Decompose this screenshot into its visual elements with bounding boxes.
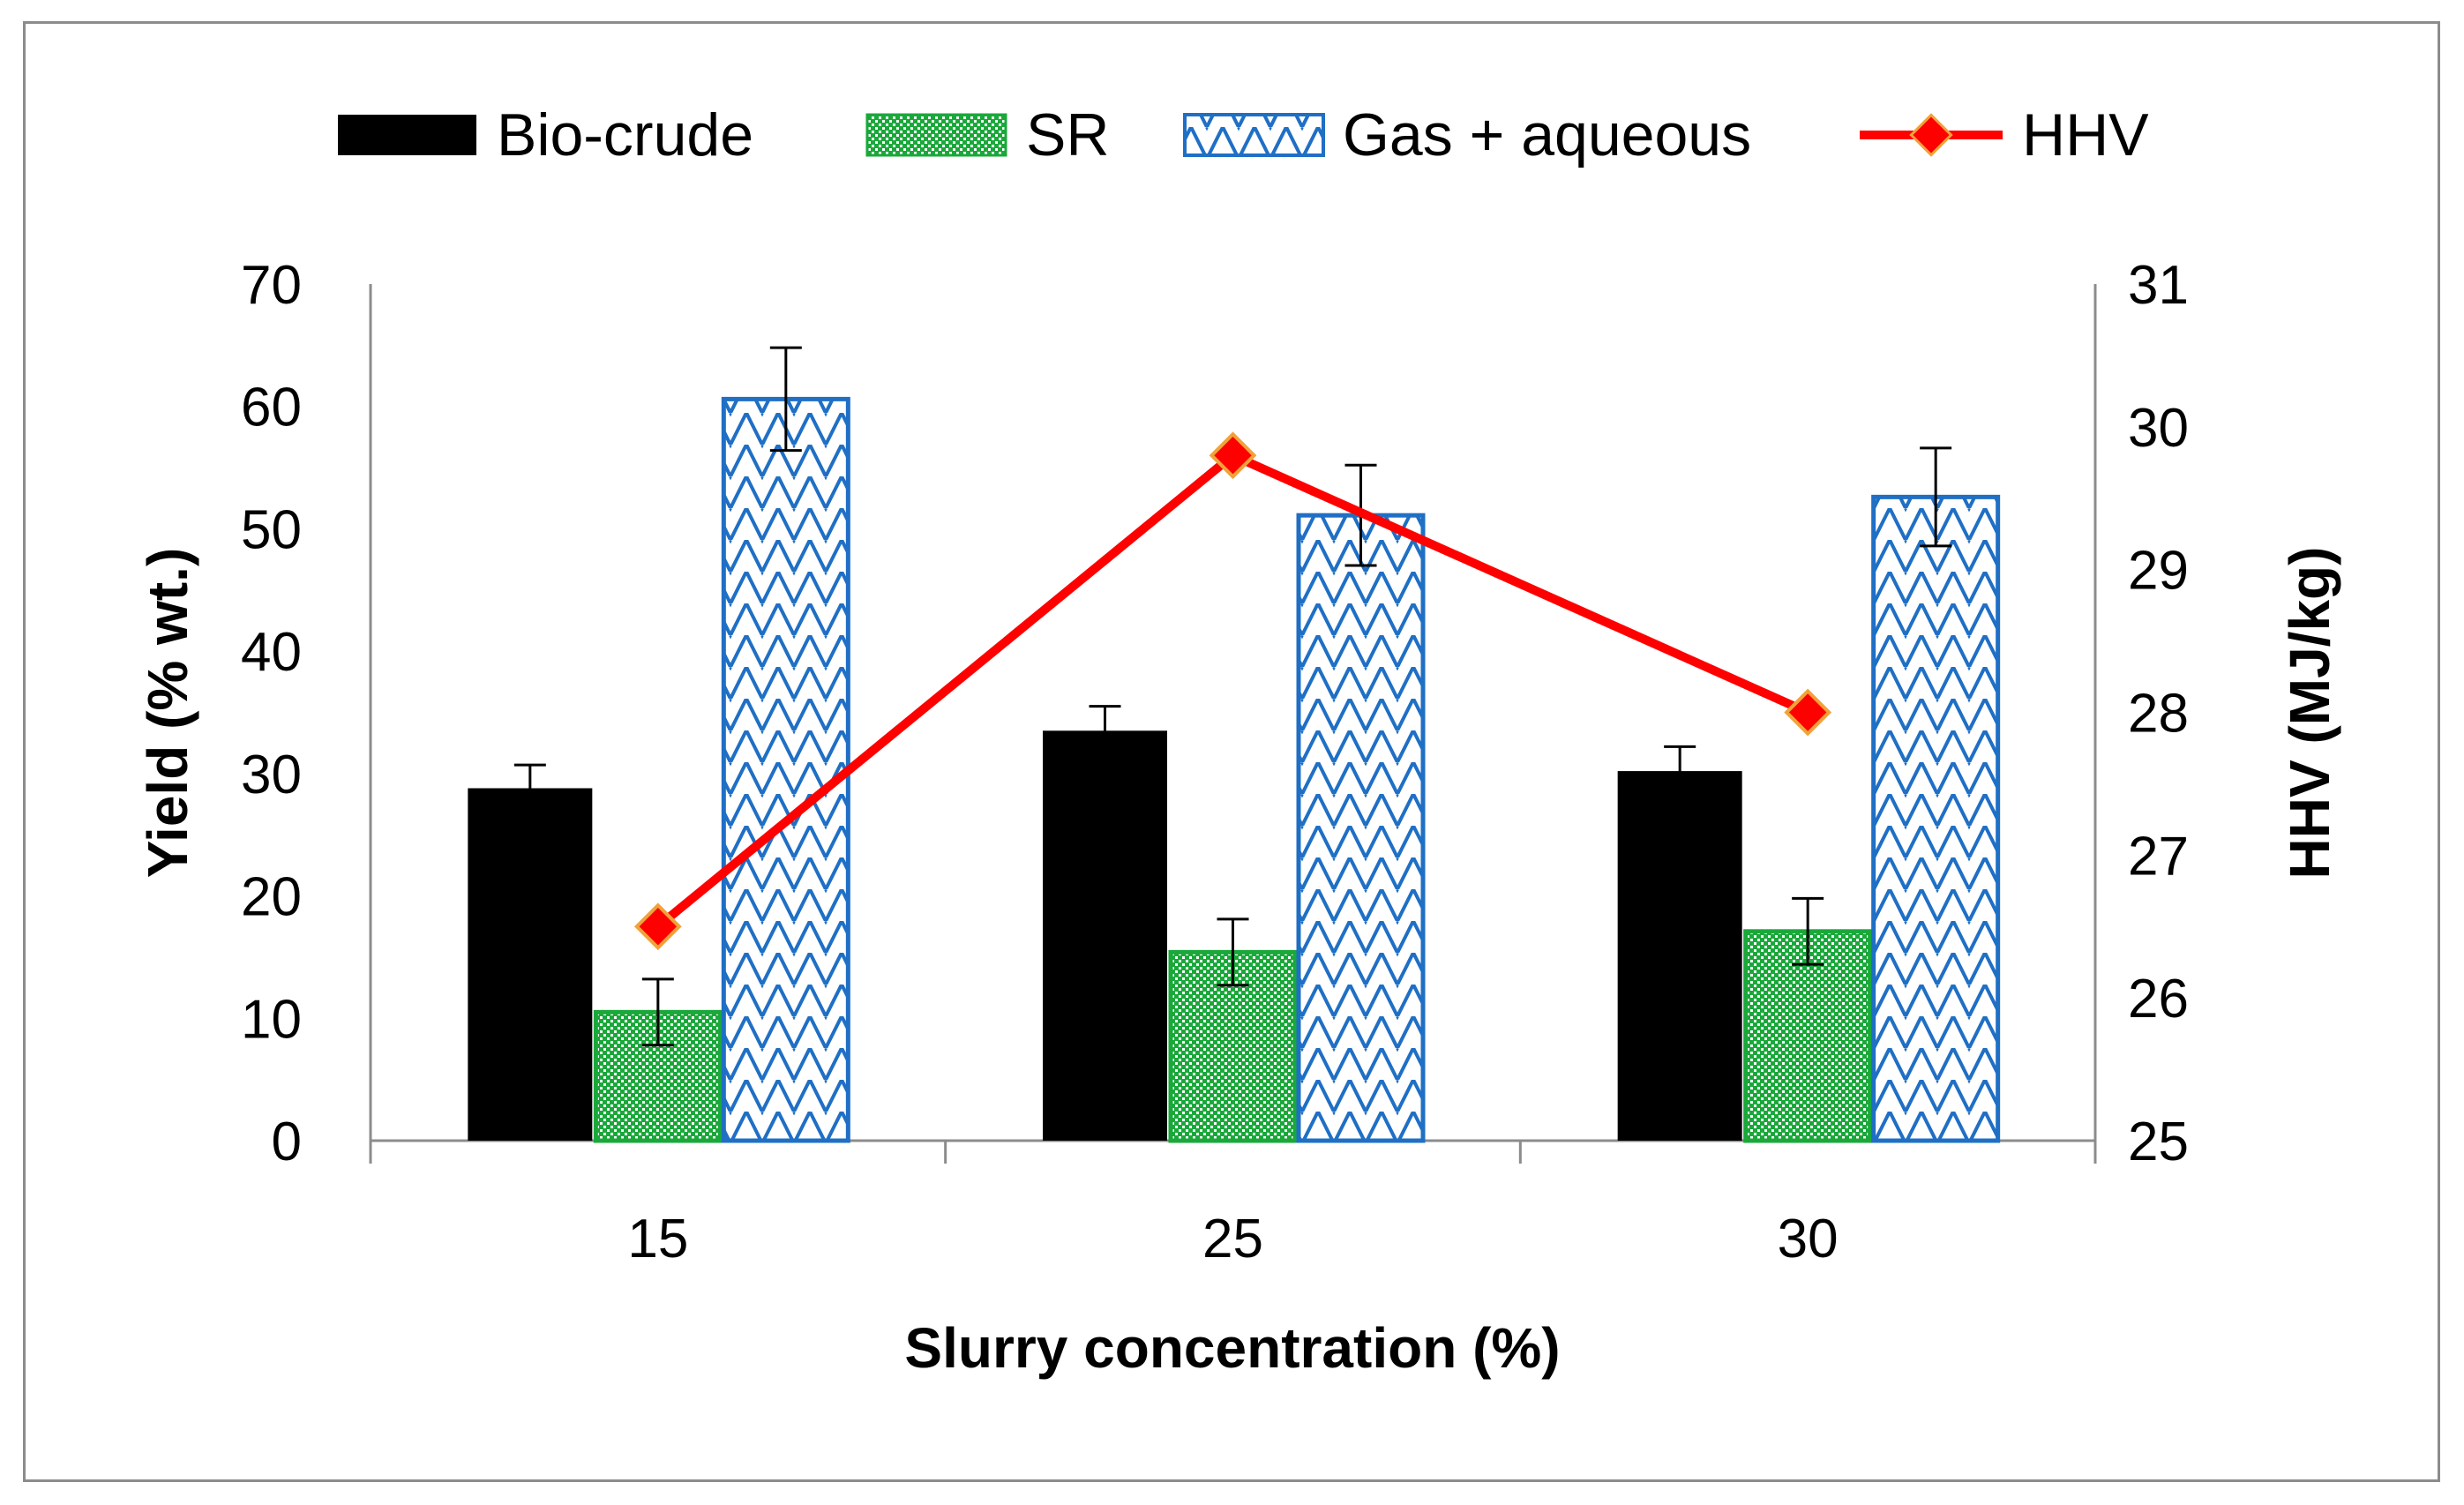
y-axis-right-tick-label: 26 (2128, 969, 2189, 1030)
bar-bio-crude (468, 788, 593, 1141)
y-axis-right-tick-label: 30 (2128, 398, 2189, 459)
bar-gas-aqueous (1296, 513, 1426, 1143)
y-axis-left-tick-labels: 0 10 20 30 40 50 60 70 (241, 255, 302, 1172)
y-axis-left-tick-label: 70 (241, 255, 302, 316)
x-axis-title: Slurry concentration (%) (904, 1316, 1560, 1380)
hhv-point (633, 902, 682, 951)
chart-frame (23, 21, 2440, 1482)
hhv-point (1784, 688, 1832, 737)
bar-bio-crude (1043, 730, 1167, 1141)
legend-marker-hhv (1909, 113, 1953, 157)
legend-label-bio-crude: Bio-crude (497, 101, 753, 168)
y-axis-left-tick-label: 30 (241, 745, 302, 805)
legend-swatch-sr (865, 113, 1007, 157)
legend-swatch-bio-crude (338, 115, 476, 155)
bar-gas-aqueous (1871, 494, 2001, 1143)
y-axis-right-tick-label: 28 (2128, 684, 2189, 745)
legend-label-gas-aqueous: Gas + aqueous (1343, 101, 1751, 168)
y-axis-right-tick-label: 25 (2128, 1112, 2189, 1172)
y-axis-right-tick-label: 29 (2128, 541, 2189, 602)
legend-label-hhv: HHV (2022, 101, 2149, 168)
y-axis-left-tick-label: 40 (241, 622, 302, 683)
y-axis-right-title: HHV (MJ/kg) (2278, 547, 2341, 880)
y-axis-left-tick-label: 60 (241, 378, 302, 438)
bar-bio-crude (1617, 771, 1742, 1141)
x-axis-tick-labels: 15 25 30 (627, 1209, 1838, 1269)
x-axis-tick-label: 30 (1778, 1209, 1839, 1269)
x-axis-tick-label: 25 (1202, 1209, 1263, 1269)
hhv-point (1209, 431, 1257, 480)
legend-label-sr: SR (1026, 101, 1109, 168)
y-axis-left-tick-label: 20 (241, 867, 302, 928)
y-axis-right-tick-label: 27 (2128, 826, 2189, 887)
y-axis-left-tick-label: 0 (272, 1112, 302, 1172)
bar-gas-aqueous (721, 396, 850, 1143)
bars (468, 396, 2001, 1143)
legend-swatch-gas-aqueous (1183, 113, 1325, 157)
x-axis-tick-label: 15 (627, 1209, 688, 1269)
y-axis-left-title: Yield (% wt.) (136, 548, 199, 879)
y-axis-right-tick-label: 31 (2128, 255, 2189, 316)
y-axis-left-tick-label: 10 (241, 989, 302, 1050)
y-axis-right-tick-labels: 25 26 27 28 29 30 31 (2128, 255, 2189, 1172)
hhv-series (633, 431, 1832, 951)
y-axis-left-tick-label: 50 (241, 499, 302, 560)
x-axis-tick-marks (369, 1141, 2097, 1164)
legend: Bio-crude SR Gas + aqueous HHV (338, 101, 2149, 168)
